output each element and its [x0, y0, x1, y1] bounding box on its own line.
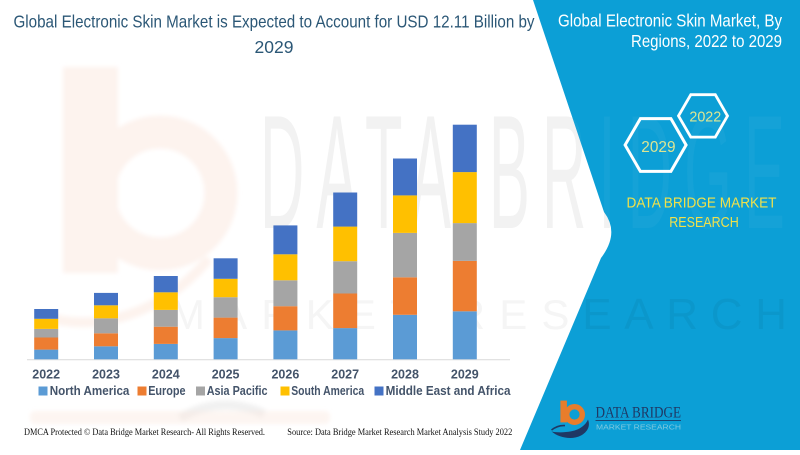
- svg-text:2028: 2028: [391, 368, 419, 382]
- svg-text:DMCA Protected © Data Bridge M: DMCA Protected © Data Bridge Market Rese…: [24, 427, 265, 438]
- svg-text:South America: South America: [291, 384, 365, 398]
- svg-text:RESEARCH: RESEARCH: [669, 214, 739, 231]
- svg-text:Middle East and Africa: Middle East and Africa: [386, 384, 512, 398]
- svg-text:Global Electronic Skin Market,: Global Electronic Skin Market, By: [558, 11, 782, 31]
- svg-text:2029: 2029: [641, 139, 675, 156]
- svg-text:Asia Pacific: Asia Pacific: [207, 384, 268, 398]
- svg-text:2029: 2029: [451, 368, 479, 382]
- svg-text:2024: 2024: [152, 368, 180, 382]
- svg-text:Regions, 2022 to 2029: Regions, 2022 to 2029: [631, 31, 782, 51]
- svg-text:North America: North America: [50, 384, 131, 398]
- svg-text:2029: 2029: [255, 37, 294, 57]
- svg-text:DATA BRIDGE: DATA BRIDGE: [596, 405, 682, 422]
- svg-text:2025: 2025: [212, 368, 240, 382]
- svg-text:2023: 2023: [92, 368, 120, 382]
- svg-text:Global Electronic Skin Market: Global Electronic Skin Market is Expecte…: [14, 12, 535, 32]
- svg-text:Source: Data Bridge Market Res: Source: Data Bridge Market Research Mark…: [287, 428, 512, 438]
- svg-text:2022: 2022: [32, 368, 60, 382]
- svg-text:Europe: Europe: [148, 384, 185, 398]
- svg-text:DATA BRIDGE MARKET: DATA BRIDGE MARKET: [627, 195, 777, 212]
- svg-text:2027: 2027: [331, 368, 359, 382]
- svg-text:2026: 2026: [271, 368, 299, 382]
- svg-text:MARKET RESEARCH: MARKET RESEARCH: [596, 423, 681, 432]
- svg-text:2022: 2022: [689, 109, 721, 126]
